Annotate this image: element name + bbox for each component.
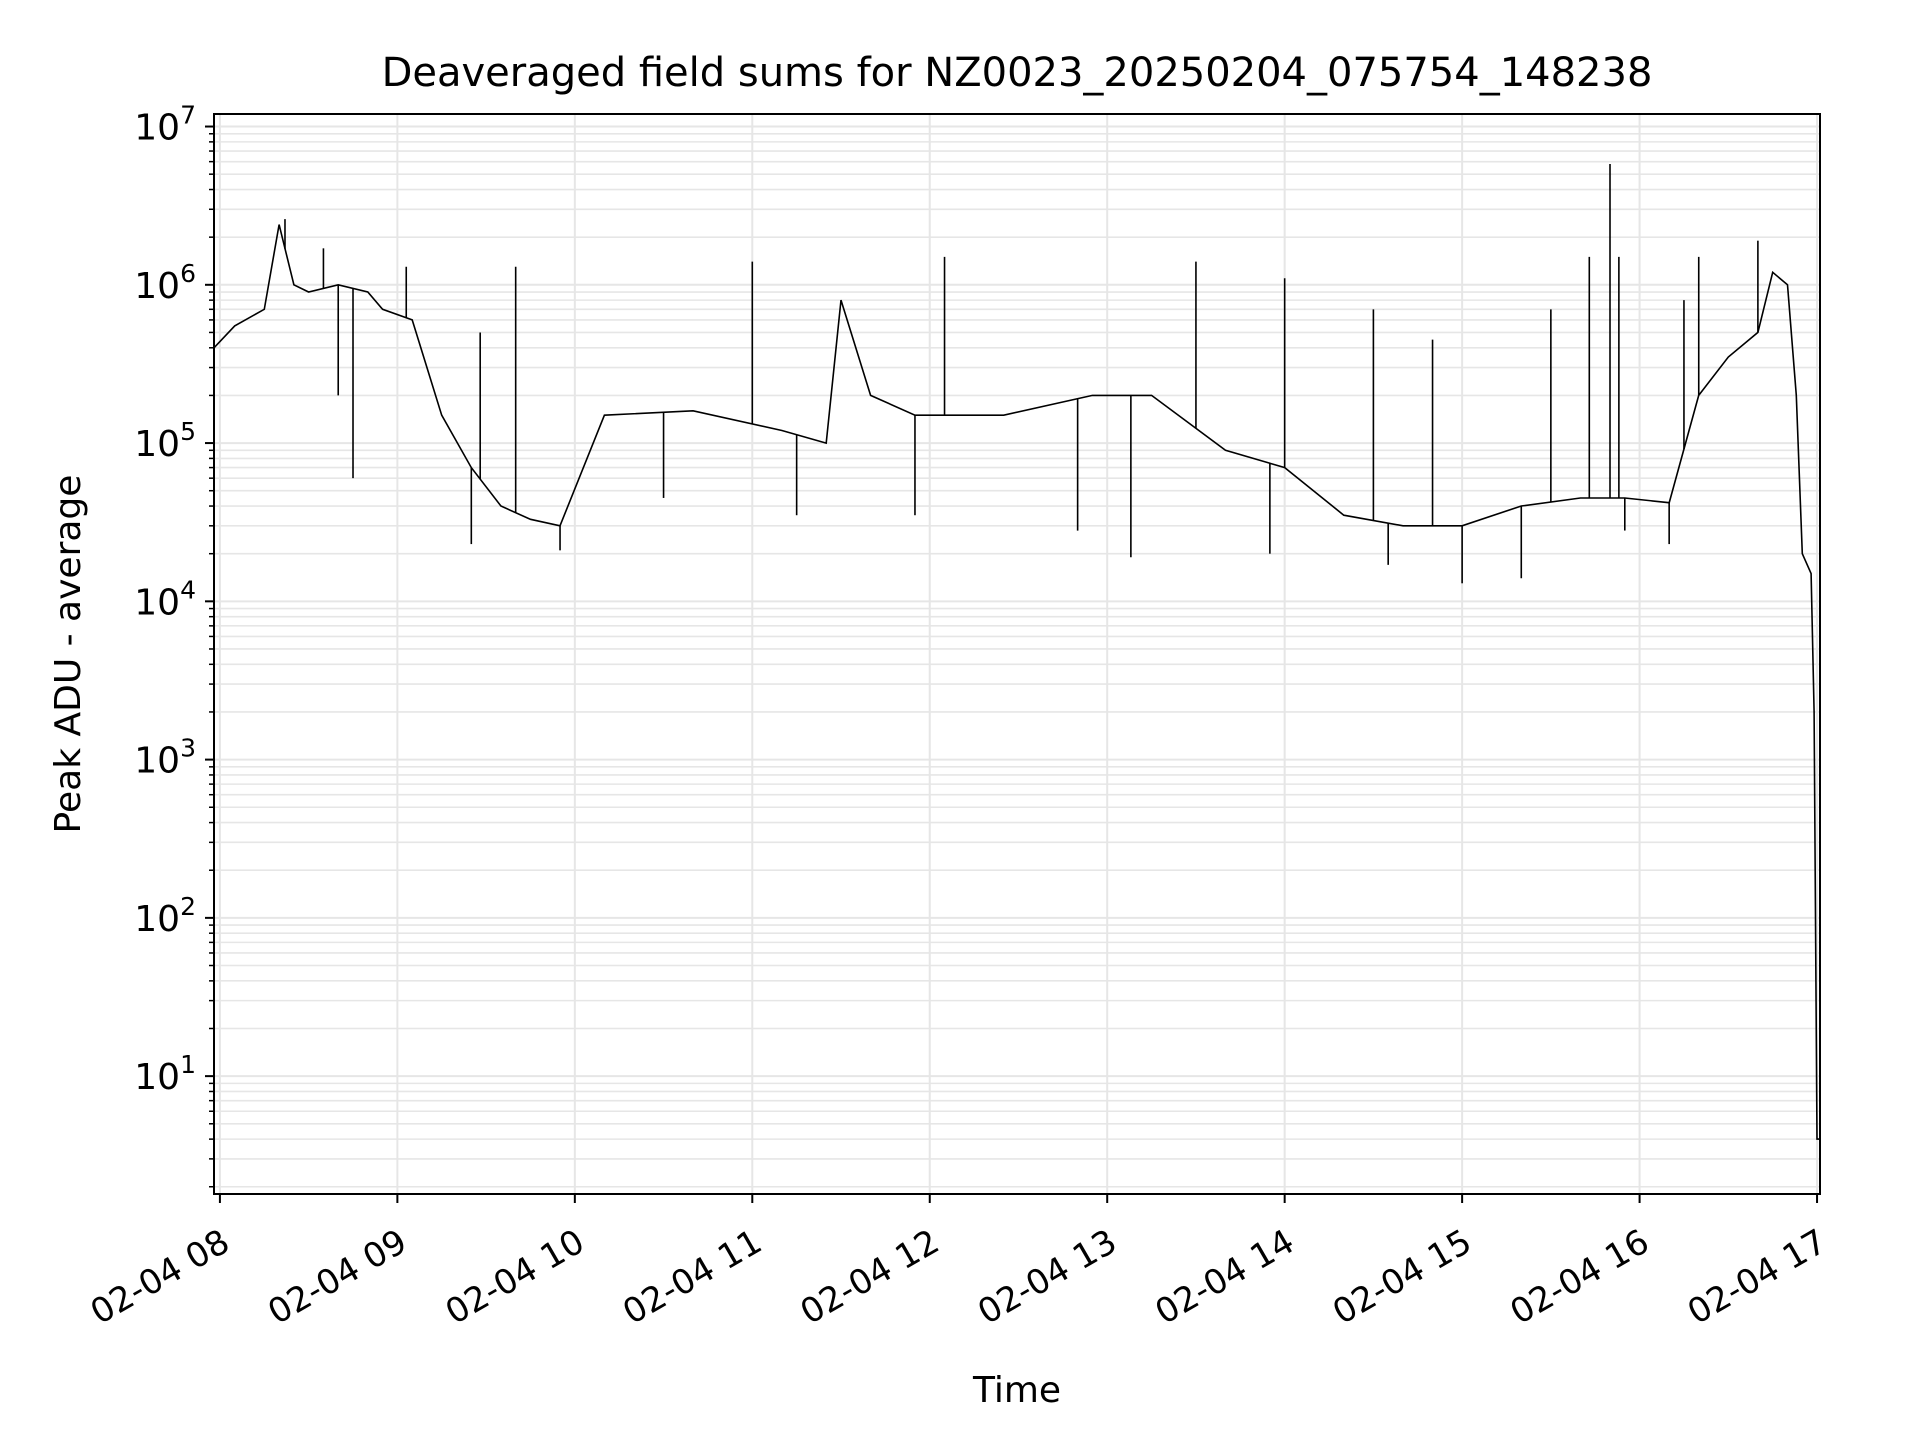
y-axis: 101 102 103 104 105 106 107 [134,101,214,1188]
y-tick-label: 104 [134,575,196,623]
y-axis-label: Peak ADU - average [48,475,89,834]
y-tick-label: 103 [134,734,196,782]
series-layer [213,163,1820,1140]
y-tick-label: 105 [134,417,196,465]
y-tick-label: 106 [134,259,196,307]
y-tick-label: 107 [134,101,196,149]
plot-frame [213,113,1821,1195]
grid-layer [214,114,1820,1194]
x-axis-label: Time [972,1370,1061,1411]
chart-title: Deaveraged field sums for NZ0023_2025020… [382,50,1653,96]
series-line [213,224,1820,1140]
y-tick-label: 102 [134,892,196,940]
y-tick-label: 101 [134,1050,196,1098]
